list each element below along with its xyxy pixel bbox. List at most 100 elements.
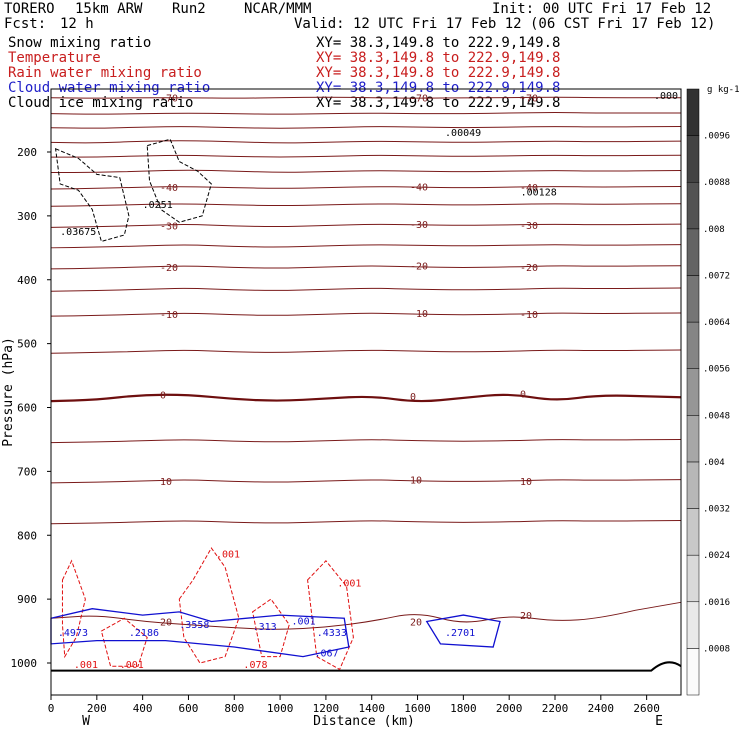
colorbar-tick-label: .008 bbox=[703, 225, 725, 235]
field-name: Rain water mixing ratio bbox=[8, 65, 202, 81]
snow-contour bbox=[54, 148, 130, 243]
colorbar-tick-label: .0072 bbox=[703, 271, 730, 281]
value-label: .067 bbox=[314, 649, 338, 660]
rain-contour bbox=[307, 560, 354, 671]
x-tick-label: 1800 bbox=[450, 702, 477, 715]
value-label: .078 bbox=[243, 660, 267, 671]
header-run: Run2 bbox=[172, 1, 206, 17]
plot-frame bbox=[50, 88, 682, 696]
isotherm-label: -40 bbox=[410, 182, 428, 193]
isotherm-label: 20 bbox=[410, 617, 422, 628]
value-label: .2186 bbox=[129, 628, 159, 639]
x-tick-label: 200 bbox=[87, 702, 107, 715]
field-name: Cloud water mixing ratio bbox=[8, 80, 211, 96]
field-name: Cloud ice mixing ratio bbox=[8, 95, 194, 111]
x-tick-label: 2600 bbox=[633, 702, 660, 715]
colorbar-swatch bbox=[686, 88, 700, 136]
colorbar-tick-label: .0048 bbox=[703, 411, 730, 421]
value-label: .001 bbox=[337, 578, 361, 589]
y-tick-label: 400 bbox=[17, 274, 37, 287]
x-tick-label: 600 bbox=[179, 702, 199, 715]
colorbar-swatch bbox=[686, 461, 700, 509]
x-tick-label: 1200 bbox=[313, 702, 340, 715]
isotherm-label: 0 bbox=[160, 391, 166, 402]
colorbar: .0008 .0016 .0024 .0032 .004 .0048 .0056 .0064.… bbox=[686, 88, 730, 696]
east-label: E bbox=[655, 714, 663, 729]
value-label: .00128 bbox=[521, 187, 557, 198]
value-label: .3558 bbox=[179, 620, 209, 631]
isotherm-label: -20 bbox=[160, 263, 178, 274]
colorbar-tick-label: .004 bbox=[703, 458, 725, 468]
x-tick-label: 2400 bbox=[588, 702, 615, 715]
header-fcst-label: Fcst: bbox=[4, 16, 47, 32]
x-tick-label: 2000 bbox=[496, 702, 523, 715]
cloud-water-contour bbox=[50, 608, 350, 658]
y-tick-label: 500 bbox=[17, 338, 37, 351]
colorbar-tick-label: .0008 bbox=[703, 644, 730, 654]
isotherm-label: -10 bbox=[520, 310, 538, 321]
isotherm-line bbox=[50, 112, 681, 115]
colorbar-tick-label: .0024 bbox=[703, 551, 730, 561]
rain-contour bbox=[252, 598, 290, 658]
x-tick-label: 800 bbox=[224, 702, 244, 715]
colorbar-unit: g kg-1 bbox=[707, 85, 740, 95]
isotherm-label: 20 bbox=[160, 617, 172, 628]
header-fcst-value: 12 h bbox=[60, 16, 94, 32]
colorbar-swatch bbox=[686, 554, 700, 603]
value-label: .001 bbox=[216, 550, 240, 561]
isotherm-line bbox=[50, 520, 682, 525]
header-org: NCAR/MMM bbox=[244, 1, 312, 17]
header-valid: Valid: 12 UTC Fri 17 Feb 12 (06 CST Fri … bbox=[294, 16, 716, 32]
colorbar-swatch bbox=[686, 275, 700, 323]
isotherm-line bbox=[50, 349, 682, 354]
value-label: .00049 bbox=[445, 128, 481, 139]
isotherm-label: -40 bbox=[520, 183, 538, 194]
isotherm-label: 10 bbox=[160, 477, 172, 488]
isotherm-label: -20 bbox=[410, 262, 428, 273]
colorbar-swatch bbox=[686, 601, 700, 649]
x-tick-label: 1600 bbox=[404, 702, 431, 715]
isotherm-line bbox=[50, 244, 682, 249]
isotherm-line bbox=[50, 601, 682, 630]
isotherm-label: 0 bbox=[410, 392, 416, 403]
isotherm-label: 10 bbox=[520, 477, 532, 488]
isotherm-line bbox=[50, 438, 682, 444]
field-name: Snow mixing ratio bbox=[8, 35, 152, 51]
isotherm-label: -40 bbox=[160, 183, 178, 194]
y-tick-label: 900 bbox=[17, 593, 37, 606]
isotherm-label: -20 bbox=[520, 263, 538, 274]
colorbar-swatch bbox=[686, 321, 700, 369]
isotherm-label: -30 bbox=[520, 221, 538, 232]
y-tick-label: 700 bbox=[17, 465, 37, 478]
y-tick-label: 300 bbox=[17, 210, 37, 223]
x-tick-label: 1400 bbox=[358, 702, 385, 715]
x-axis-label: Distance (km) bbox=[313, 714, 415, 729]
rain-contours bbox=[61, 547, 354, 671]
isotherm-label: -30 bbox=[160, 221, 178, 232]
field-xy: XY= 38.3,149.8 to 222.9,149.8 bbox=[316, 65, 561, 81]
isotherm-line bbox=[50, 287, 682, 292]
header-resolution: 15km ARW bbox=[75, 1, 143, 17]
value-label: .2701 bbox=[445, 628, 475, 639]
colorbar-tick-label: .0096 bbox=[703, 132, 730, 142]
isotherm-line bbox=[50, 185, 682, 190]
header-init: Init: 00 UTC Fri 17 Feb 12 bbox=[492, 1, 712, 17]
y-tick-label: 600 bbox=[17, 402, 37, 415]
colorbar-swatch bbox=[686, 415, 700, 463]
value-label: .001 bbox=[74, 660, 98, 671]
y-tick-label: 1000 bbox=[11, 657, 38, 670]
field-xy: XY= 38.3,149.8 to 222.9,149.8 bbox=[316, 95, 561, 111]
rain-contour bbox=[100, 617, 148, 667]
isotherm-label: -10 bbox=[410, 309, 428, 320]
cloud-water-contour bbox=[425, 614, 501, 648]
colorbar-swatch bbox=[686, 135, 700, 183]
field-name: Temperature bbox=[8, 50, 101, 66]
isotherm-line bbox=[50, 154, 682, 158]
isotherm-line bbox=[50, 223, 682, 228]
isotherm-label: -10 bbox=[160, 310, 178, 321]
snow-contour bbox=[146, 138, 212, 223]
rain-contour bbox=[61, 559, 86, 659]
isotherm-line bbox=[50, 393, 682, 403]
isotherm-label: 10 bbox=[410, 476, 422, 487]
